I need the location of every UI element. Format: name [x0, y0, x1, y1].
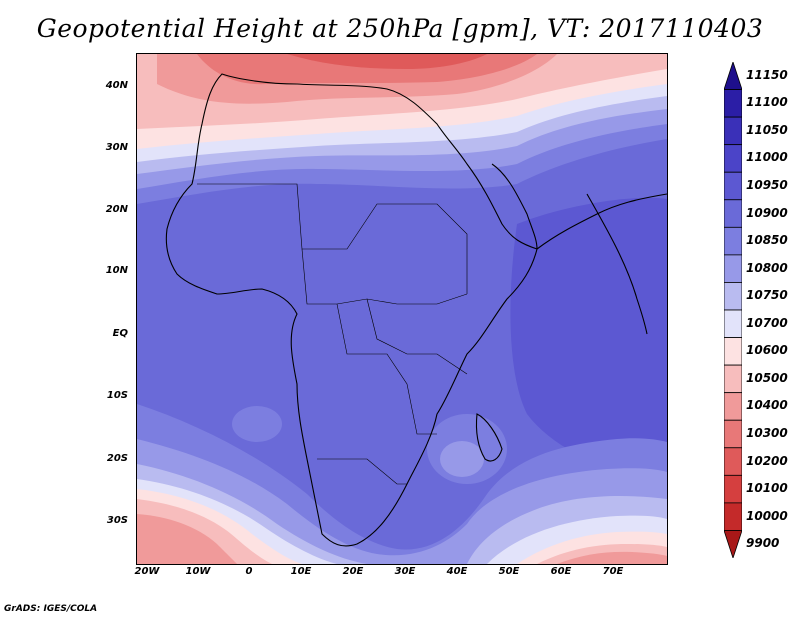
- colorbar-cell-10700: [724, 309, 742, 338]
- map-title: Geopotential Height at 250hPa [gpm], VT:…: [36, 14, 764, 43]
- lon-label-50e: 50E: [498, 566, 520, 577]
- madagascar-coast: [475, 413, 503, 462]
- lat-label-20n: 20N: [105, 204, 128, 215]
- colorbar-label-10800: 10800: [746, 260, 788, 275]
- colorbar-label-10500: 10500: [746, 370, 788, 385]
- lon-label-20w: 20W: [134, 566, 160, 577]
- colorbar-label-10850: 10850: [746, 233, 788, 248]
- colorbar-cells: [724, 62, 742, 558]
- red-sea-coast: [491, 163, 538, 250]
- border-south: [317, 458, 407, 485]
- colorbar-label-10100: 10100: [746, 481, 788, 496]
- band-10400-south-west: [137, 514, 237, 564]
- colorbar-label-11100: 11100: [746, 95, 788, 110]
- lon-label-40e: 40E: [446, 566, 468, 577]
- lon-label-70e: 70E: [602, 566, 624, 577]
- lat-label-eq: EQ: [112, 328, 128, 339]
- coastlines: [165, 73, 667, 547]
- lat-label-20s: 20S: [106, 453, 128, 464]
- lon-label-60e: 60E: [550, 566, 572, 577]
- colorbar: [724, 62, 742, 558]
- band-10800-southern-africa-lobe: [440, 441, 484, 477]
- colorbar-cell-10300: [724, 419, 742, 449]
- colorbar-label-10700: 10700: [746, 315, 788, 330]
- lat-label-10n: 10N: [105, 265, 128, 276]
- colorbar-label-11150: 11150: [746, 67, 788, 82]
- colorbar-cell-11050: [724, 116, 742, 146]
- colorbar-label-10950: 10950: [746, 178, 788, 192]
- colorbar-cell-10100: [724, 474, 742, 504]
- india-coast: [586, 193, 648, 335]
- lat-label-30n: 30N: [105, 142, 128, 153]
- colorbar-label-10300: 10300: [746, 426, 788, 440]
- colorbar-cell-9900: [724, 530, 742, 558]
- colorbar-label-9900: 9900: [746, 536, 780, 551]
- band-10850-atlantic-lobe: [232, 406, 282, 442]
- border-central: [336, 303, 437, 435]
- colorbar-cell-10850: [724, 226, 742, 256]
- border-east: [366, 298, 468, 375]
- colorbar-cell-10950: [724, 171, 742, 201]
- arabia-coast: [536, 193, 667, 250]
- grads-credit: GrADS: IGES/COLA: [4, 604, 98, 614]
- colorbar-cell-10900: [724, 199, 742, 228]
- lon-label-10e: 10E: [290, 566, 312, 577]
- africa-coastline: [165, 73, 538, 547]
- colorbar-cell-10200: [724, 447, 742, 476]
- colorbar-cell-10500: [724, 364, 742, 394]
- lat-label-40n: 40N: [105, 80, 128, 91]
- colorbar-label-10900: 10900: [746, 205, 788, 220]
- colorbar-label-10200: 10200: [746, 453, 788, 468]
- colorbar-label-11050: 11050: [746, 122, 788, 137]
- colorbar-cell-10750: [724, 282, 742, 311]
- lon-label-30e: 30E: [394, 566, 416, 577]
- colorbar-cell-10800: [724, 254, 742, 283]
- map-plot-area: [136, 53, 668, 565]
- lon-label-10w: 10W: [185, 566, 211, 577]
- lon-label-0: 0: [245, 566, 253, 577]
- colorbar-label-10000: 10000: [746, 508, 788, 523]
- border-north: [197, 183, 468, 294]
- band-10950-indian-ocean: [510, 197, 667, 484]
- country-borders: [197, 183, 468, 485]
- lon-label-20e: 20E: [342, 566, 364, 577]
- colorbar-label-11000: 11000: [746, 150, 788, 165]
- lat-label-30s: 30S: [106, 515, 128, 526]
- geopotential-height-field: [137, 54, 667, 564]
- colorbar-label-10400: 10400: [746, 398, 788, 413]
- colorbar-cell-11100: [724, 89, 742, 118]
- colorbar-cell-10400: [724, 392, 742, 421]
- band-10400-south-east: [557, 551, 667, 564]
- colorbar-label-10600: 10600: [746, 343, 788, 358]
- band-10200-north: [287, 54, 487, 69]
- lat-label-10s: 10S: [106, 390, 128, 401]
- colorbar-cell-11150: [724, 62, 742, 90]
- colorbar-cell-11000: [724, 144, 742, 173]
- colorbar-cell-10000: [724, 502, 742, 531]
- colorbar-cell-10600: [724, 337, 742, 366]
- colorbar-label-10750: 10750: [746, 288, 788, 303]
